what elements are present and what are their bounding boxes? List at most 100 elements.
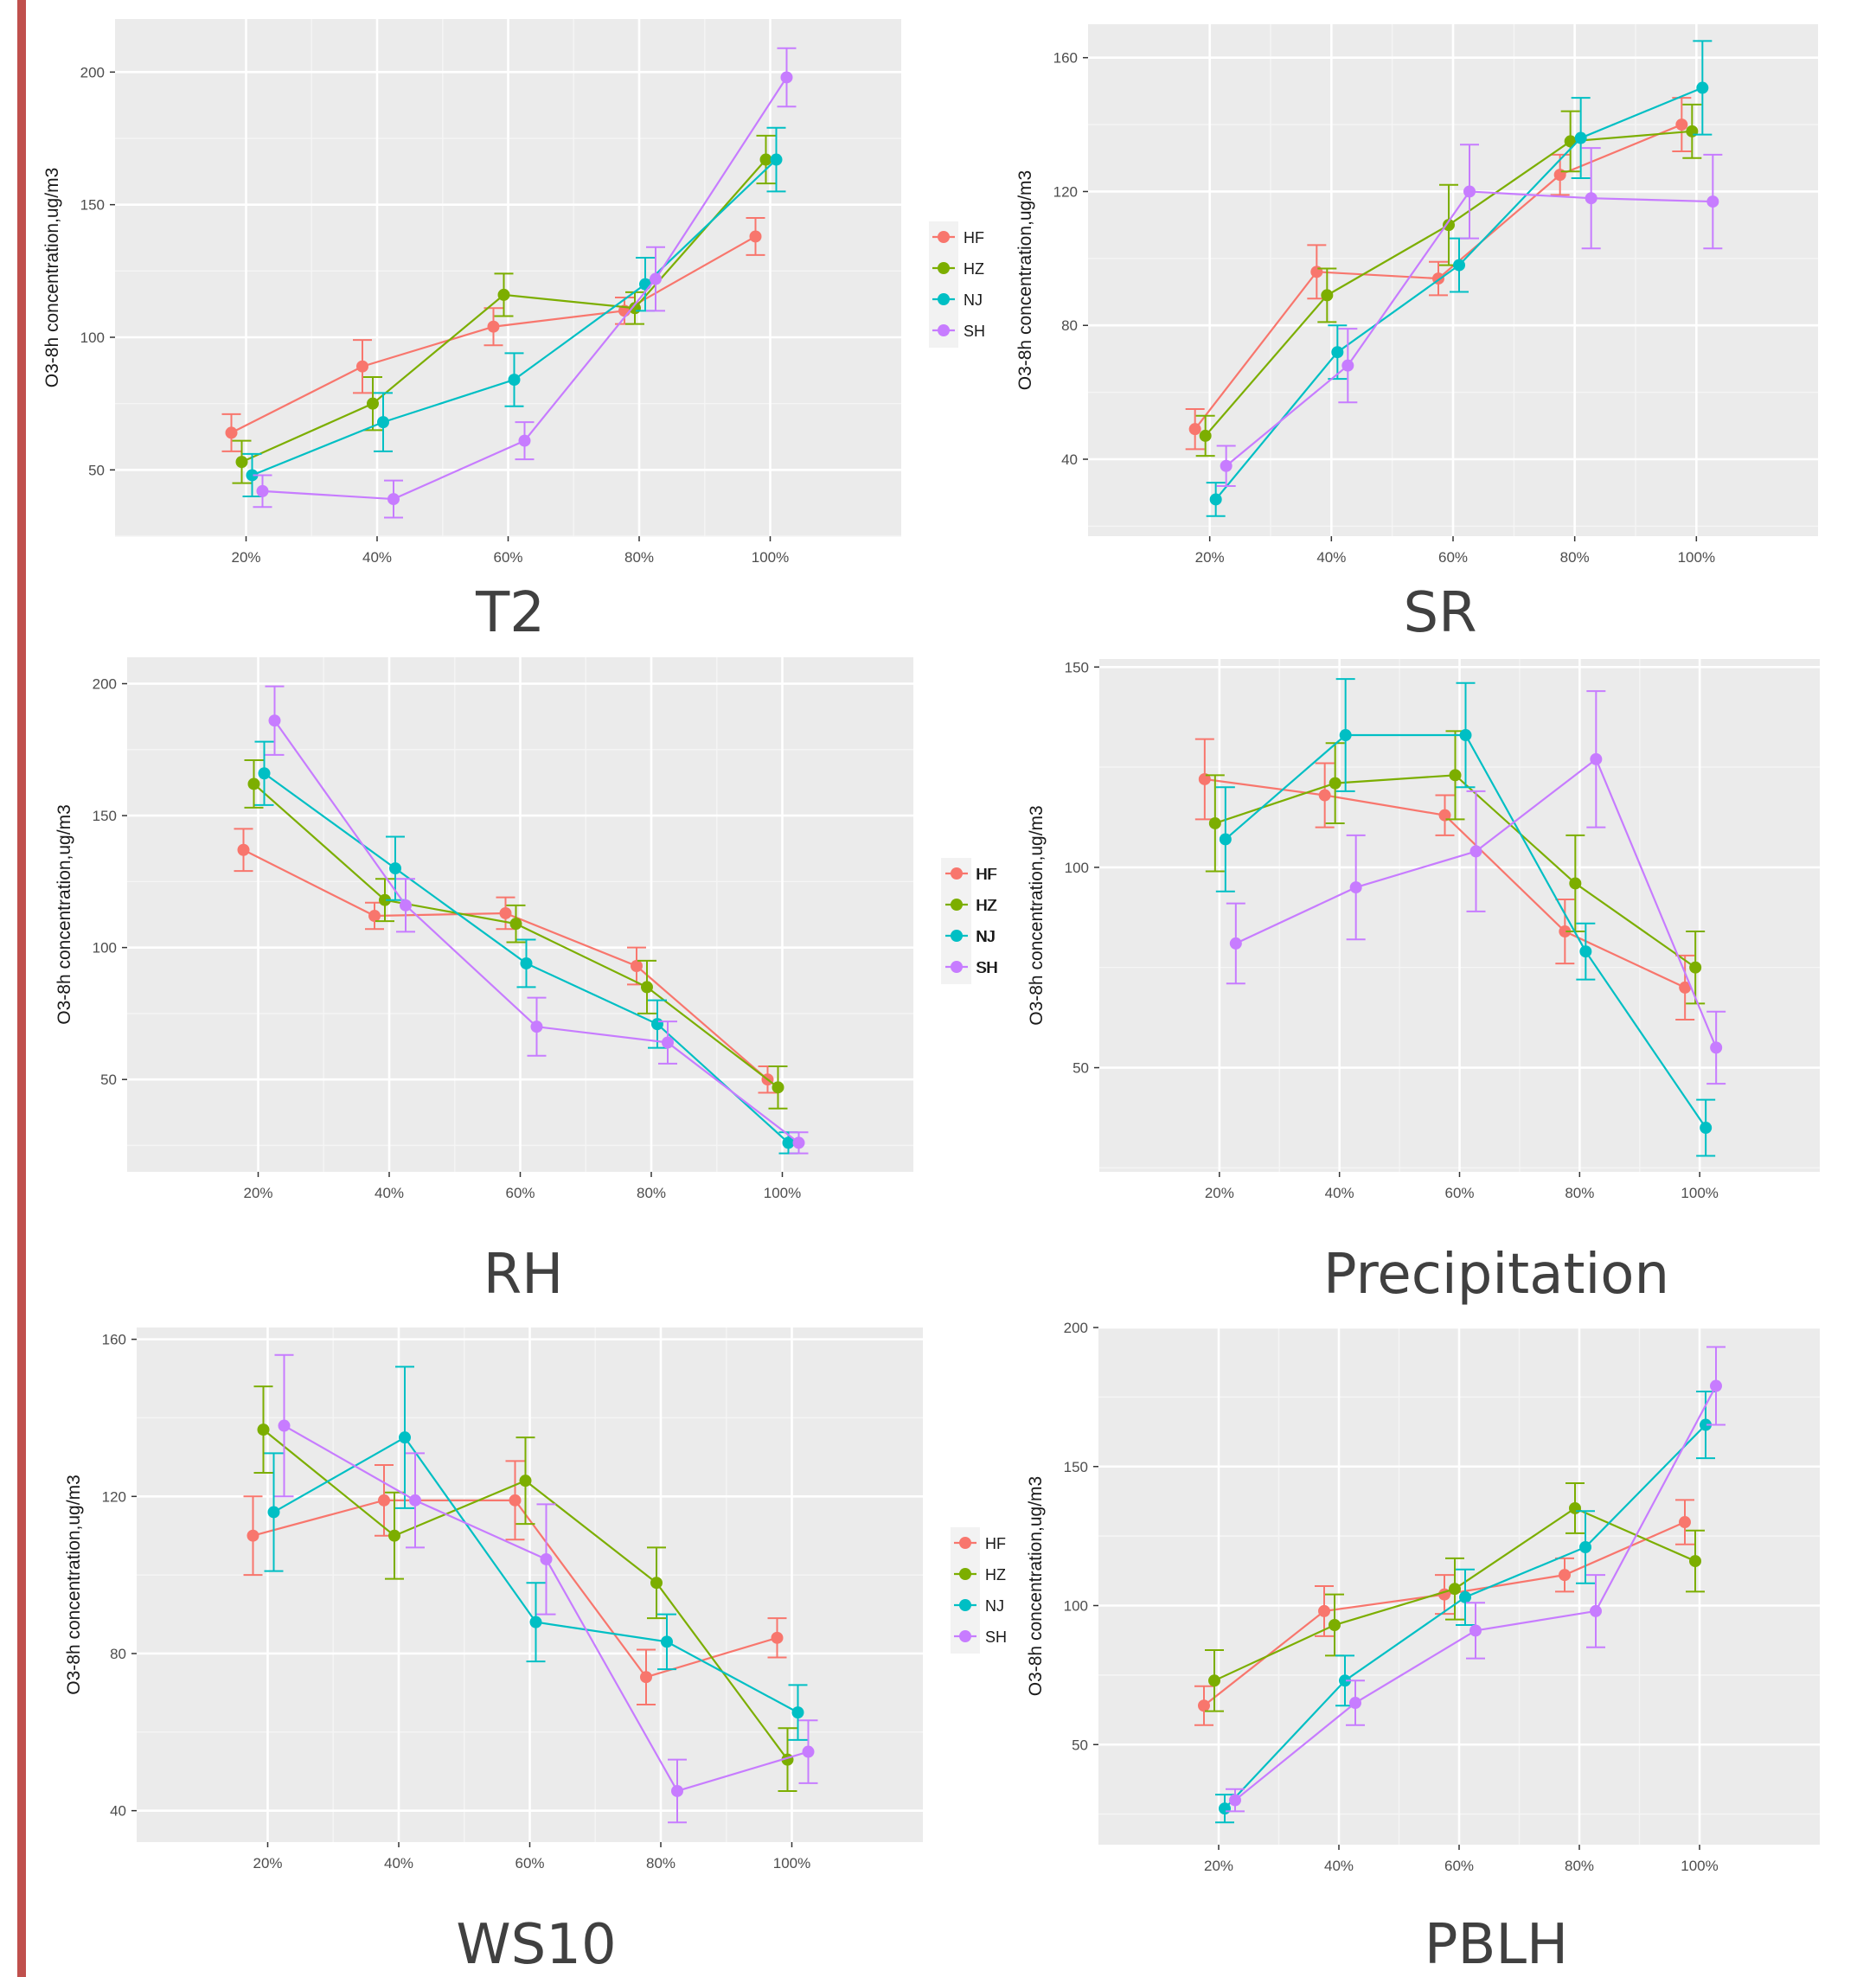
legend-label: NJ [964, 291, 983, 309]
data-point-hf [1318, 1604, 1330, 1617]
x-tick-label: 100% [1681, 1858, 1718, 1874]
x-tick-label: 20% [1204, 1858, 1233, 1874]
data-point-hz [1689, 1555, 1701, 1568]
legend-item-nj: NJ [932, 291, 983, 309]
data-point-hf [378, 1494, 390, 1507]
data-point-hz [772, 1081, 784, 1094]
data-point-sh [530, 1020, 543, 1033]
data-point-hf [1198, 1699, 1210, 1712]
data-point-hz [1443, 219, 1455, 232]
data-point-hf [499, 906, 512, 919]
y-tick-label: 150 [1064, 1459, 1088, 1475]
data-point-sh [518, 434, 531, 447]
data-point-sh [662, 1036, 674, 1049]
x-tick-label: 40% [384, 1855, 413, 1871]
legend-key-sh [959, 1630, 971, 1642]
y-tick-label: 160 [102, 1332, 126, 1348]
data-point-hf [1310, 266, 1323, 278]
y-tick-label: 200 [1064, 1320, 1088, 1336]
y-tick-label: 100 [93, 940, 117, 957]
legend-item-hf: HF [932, 229, 984, 246]
data-point-sh [1229, 937, 1242, 950]
data-point-hf [237, 843, 250, 856]
x-tick-label: 20% [1195, 549, 1225, 566]
data-point-hf [1559, 925, 1572, 938]
data-point-sh [1706, 195, 1719, 208]
x-tick-label: 20% [243, 1185, 272, 1201]
data-point-nj [1700, 1122, 1713, 1135]
data-point-nj [1219, 833, 1232, 846]
data-point-hf [1318, 789, 1331, 802]
x-tick-label: 80% [624, 549, 654, 566]
data-point-hf [749, 230, 762, 243]
data-point-hz [1569, 1501, 1581, 1514]
data-point-nj [1574, 131, 1587, 144]
data-point-nj [1453, 259, 1465, 272]
x-tick-label: 100% [1678, 549, 1715, 566]
panel-caption: WS10 [456, 1913, 616, 1977]
data-point-hz [759, 153, 772, 166]
data-point-nj [1209, 493, 1222, 506]
legend-label: NJ [976, 928, 996, 945]
data-point-sh [1229, 1794, 1241, 1807]
data-point-hz [379, 893, 391, 906]
legend-key-nj [951, 930, 963, 942]
y-tick-label: 150 [93, 808, 117, 824]
data-point-sh [792, 1136, 805, 1149]
data-point-hf [225, 426, 238, 439]
data-point-nj [1459, 729, 1472, 742]
data-point-hz [235, 456, 248, 469]
x-tick-label: 100% [1681, 1185, 1718, 1201]
data-point-hz [509, 918, 522, 931]
x-tick-label: 80% [1565, 1185, 1594, 1201]
data-point-hf [1188, 423, 1201, 436]
panel-pblh: 20% 40% 60% 80% 100% 50 100 150 200 O3-8h concent… [1026, 1320, 1820, 1977]
legend-item-sh: SH [954, 1628, 1007, 1646]
y-tick-label: 40 [1061, 451, 1078, 468]
data-point-sh [1590, 752, 1603, 765]
x-tick-label: 100% [764, 1185, 801, 1201]
legend-key-nj [938, 293, 950, 305]
y-axis-title: O3-8h concentration,ug/m3 [64, 1475, 84, 1694]
x-tick-label: 100% [773, 1855, 810, 1871]
data-point-nj [661, 1635, 673, 1648]
y-tick-label: 50 [100, 1072, 117, 1088]
data-point-hf [509, 1494, 522, 1507]
data-point-sh [278, 1419, 291, 1432]
y-tick-label: 80 [110, 1646, 126, 1662]
legend-label: NJ [976, 928, 995, 945]
x-tick-label: 60% [1438, 549, 1468, 566]
data-point-sh [1220, 459, 1233, 472]
x-tick-label: 40% [1316, 549, 1346, 566]
data-point-hf [1553, 169, 1566, 182]
data-point-hz [1321, 289, 1334, 302]
legend-key-hz [951, 899, 963, 911]
legend-label: HF [976, 866, 996, 883]
data-point-hf [1679, 981, 1692, 994]
data-point-nj [1339, 1674, 1351, 1687]
y-axis-title: O3-8h concentration,ug/m3 [1027, 805, 1047, 1025]
data-point-hz [1686, 125, 1699, 138]
data-point-hf [247, 1529, 259, 1542]
legend-key-hz [959, 1568, 971, 1580]
data-point-nj [389, 862, 401, 875]
x-tick-label: 20% [1205, 1185, 1234, 1201]
legend-item-nj: NJ [945, 928, 996, 945]
legend-key-hf [951, 867, 963, 880]
data-point-sh [1710, 1041, 1723, 1054]
legend-key-nj [959, 1599, 971, 1611]
y-tick-label: 100 [80, 330, 105, 346]
data-point-nj [1459, 1590, 1471, 1603]
data-point-hz [1569, 877, 1582, 890]
data-point-nj [399, 1431, 411, 1444]
data-point-nj [770, 153, 783, 166]
data-point-sh [1710, 1379, 1722, 1392]
x-tick-label: 100% [752, 549, 789, 566]
data-point-sh [409, 1494, 421, 1507]
data-point-nj [639, 278, 651, 291]
data-point-sh [780, 71, 793, 84]
data-point-nj [520, 957, 533, 969]
data-point-sh [400, 899, 412, 912]
data-point-hf [771, 1631, 784, 1644]
